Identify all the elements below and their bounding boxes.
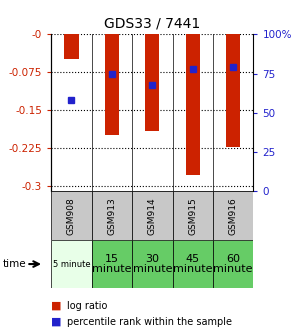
Text: GSM916: GSM916	[229, 197, 238, 235]
Bar	[213, 240, 253, 288]
Bar	[173, 191, 213, 240]
Bar	[173, 240, 213, 288]
Bar	[226, 34, 240, 147]
Bar	[186, 34, 200, 175]
Bar	[213, 191, 253, 240]
Text: ■: ■	[51, 301, 62, 311]
Text: 30
minute: 30 minute	[133, 254, 172, 274]
Text: GSM915: GSM915	[188, 197, 197, 235]
Bar	[92, 191, 132, 240]
Text: GSM908: GSM908	[67, 197, 76, 235]
Bar	[64, 34, 79, 59]
Bar	[132, 191, 173, 240]
Bar	[132, 240, 173, 288]
Title: GDS33 / 7441: GDS33 / 7441	[104, 16, 200, 30]
Text: 45
minute: 45 minute	[173, 254, 212, 274]
Text: 60
minute: 60 minute	[214, 254, 253, 274]
Bar	[51, 191, 92, 240]
Text: GSM913: GSM913	[108, 197, 116, 235]
Text: 5 minute: 5 minute	[53, 260, 90, 268]
Text: 15
minute: 15 minute	[92, 254, 132, 274]
Text: time: time	[3, 259, 27, 269]
Text: GSM914: GSM914	[148, 197, 157, 235]
Bar	[51, 240, 92, 288]
Text: ■: ■	[51, 317, 62, 327]
Bar	[145, 34, 159, 130]
Bar	[92, 240, 132, 288]
Bar	[105, 34, 119, 135]
Text: percentile rank within the sample: percentile rank within the sample	[67, 317, 232, 327]
Text: log ratio: log ratio	[67, 301, 108, 311]
